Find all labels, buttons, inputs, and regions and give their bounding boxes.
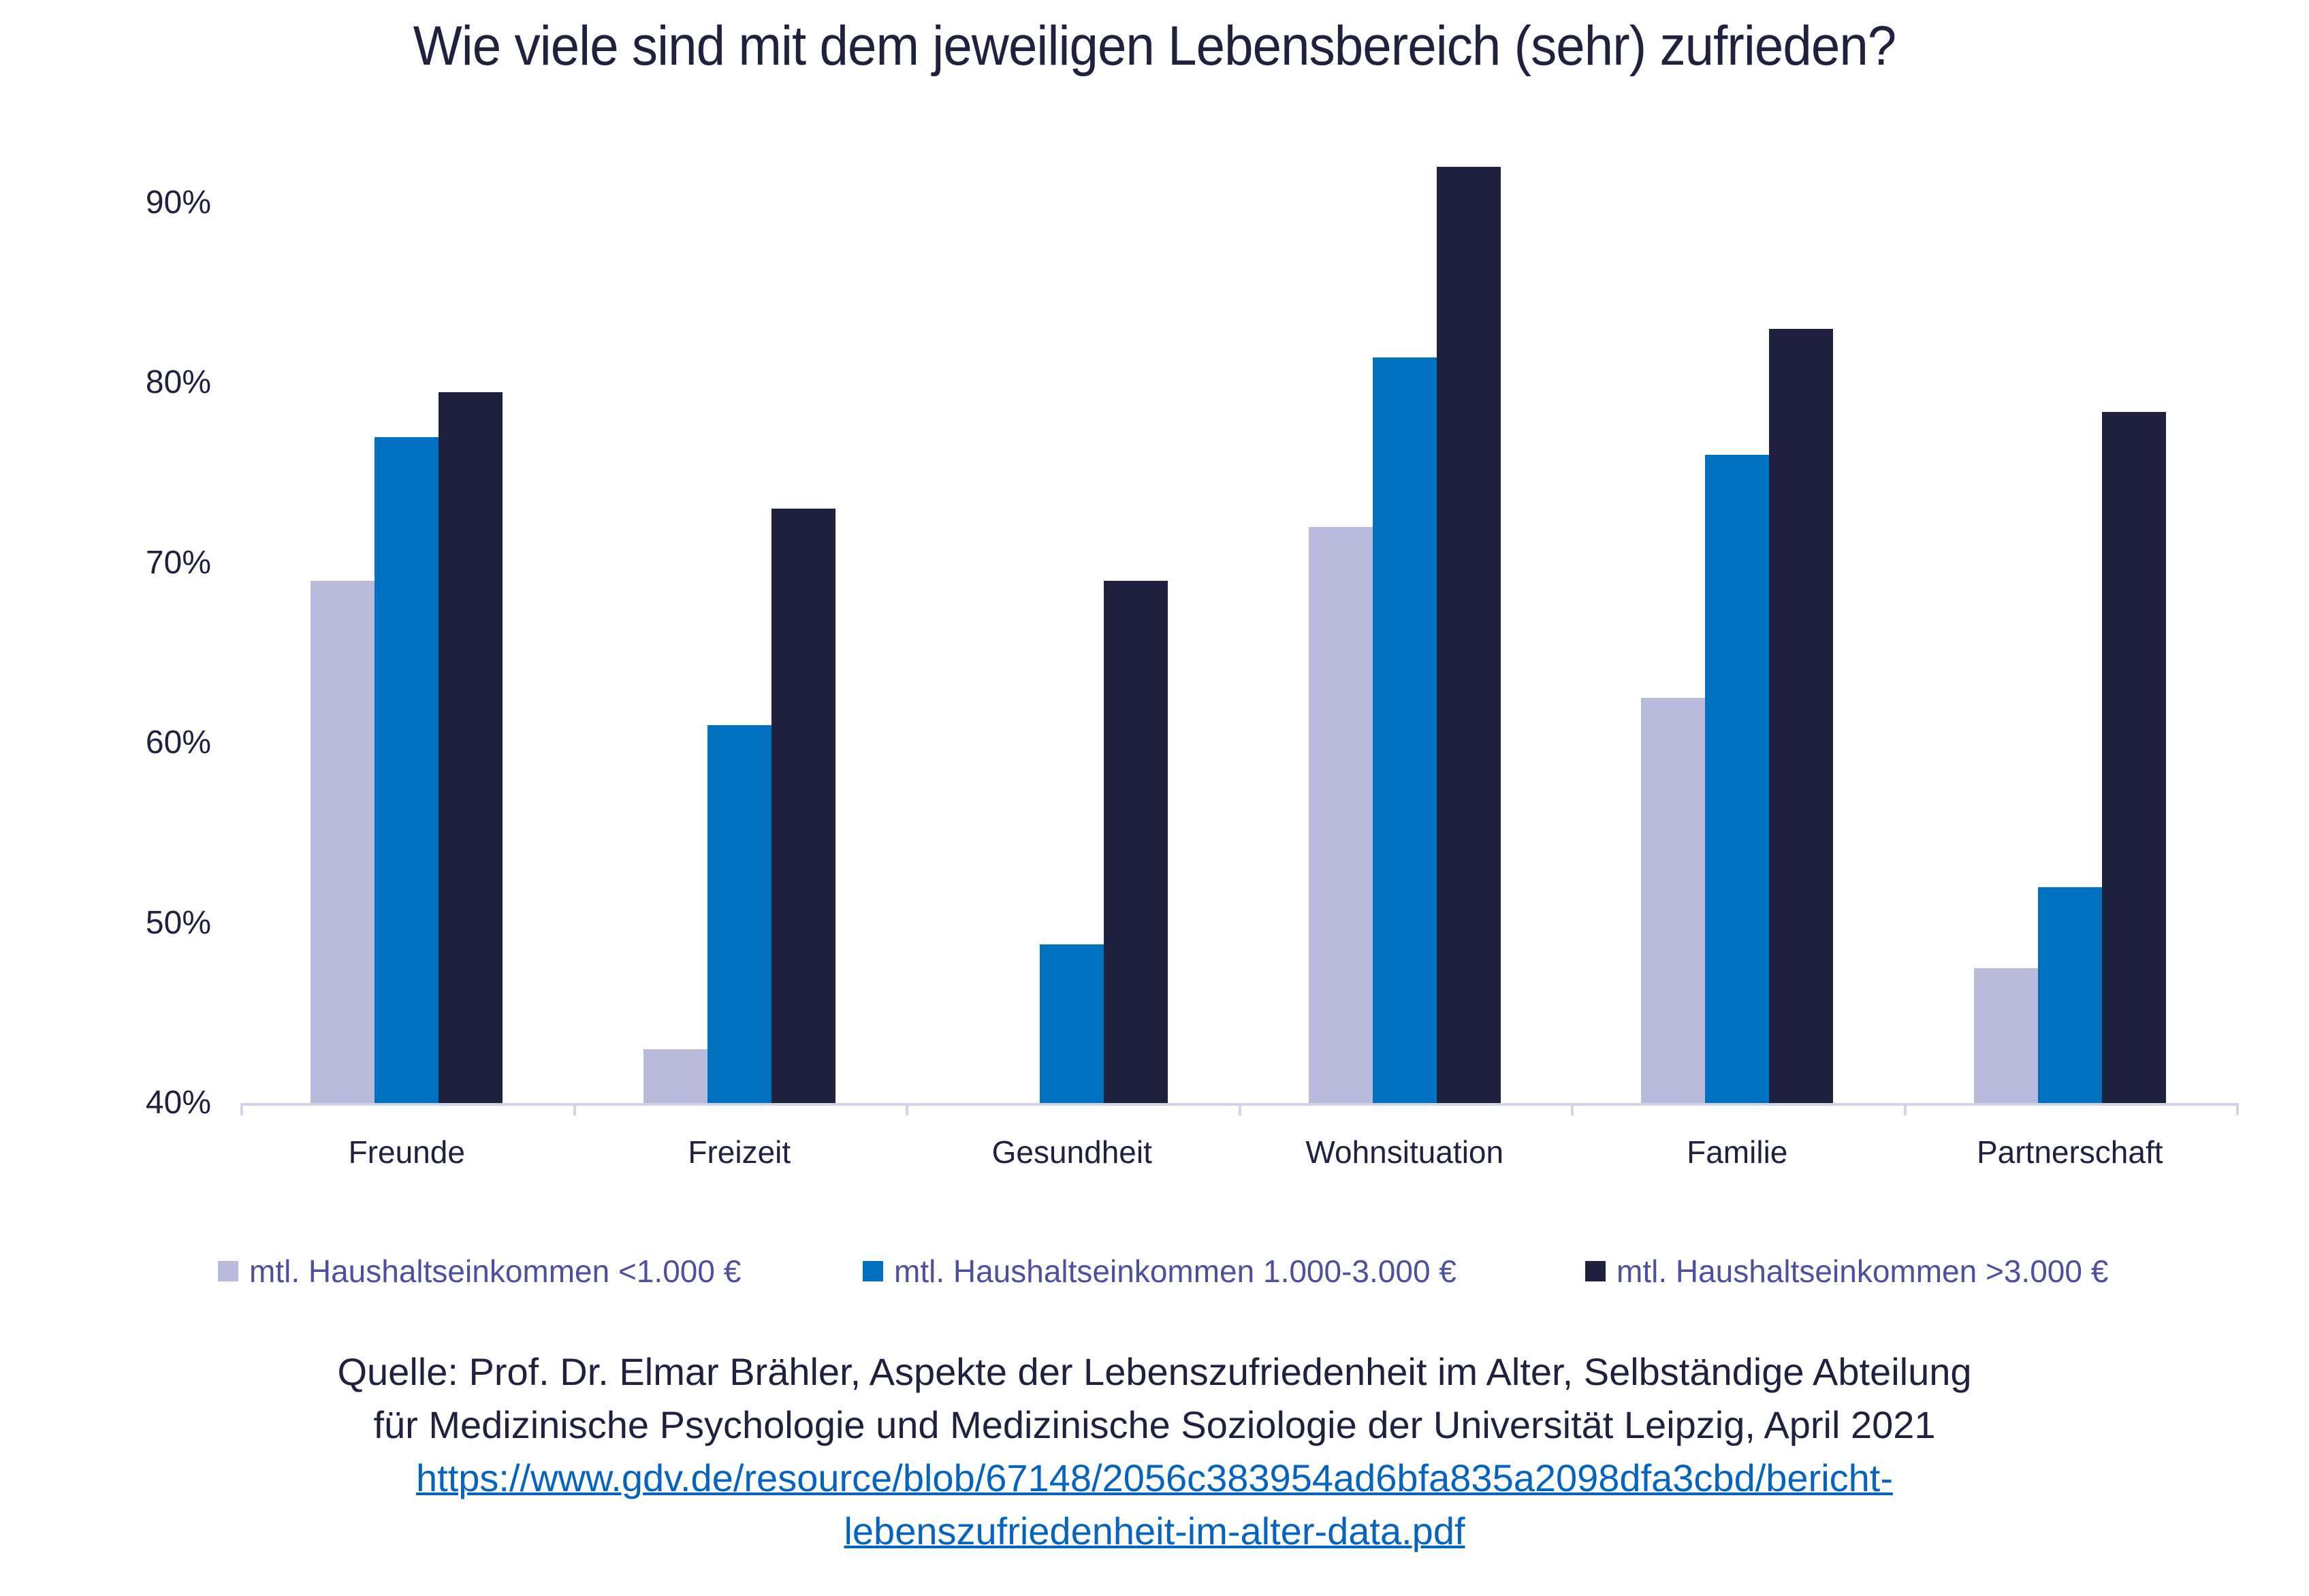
bar-freunde-series-2 xyxy=(375,436,439,1103)
bar-freizeit-series-3 xyxy=(771,509,835,1103)
x-axis-label: Partnerschaft xyxy=(1976,1134,2163,1170)
y-tick-label: 60% xyxy=(145,724,211,761)
x-axis-label: Freizeit xyxy=(688,1134,791,1170)
y-tick-label: 80% xyxy=(145,364,211,401)
x-axis-tick xyxy=(1903,1103,1907,1115)
source-citation: Quelle: Prof. Dr. Elmar Brähler, Aspekte… xyxy=(0,1345,2309,1558)
legend-swatch-icon xyxy=(863,1261,883,1281)
legend-label: mtl. Haushaltseinkommen 1.000-3.000 € xyxy=(894,1254,1456,1289)
legend-label: mtl. Haushaltseinkommen <1.000 € xyxy=(249,1254,742,1289)
x-axis-tick xyxy=(906,1103,908,1115)
bar-familie-series-3 xyxy=(1769,329,1834,1103)
bar-freizeit-series-2 xyxy=(707,724,771,1103)
source-line-1: Quelle: Prof. Dr. Elmar Brähler, Aspekte… xyxy=(337,1350,1972,1393)
x-axis-tick xyxy=(2236,1103,2239,1115)
legend-swatch-icon xyxy=(1585,1261,1606,1281)
bar-familie-series-1 xyxy=(1641,698,1706,1103)
bar-wohnsituation-series-1 xyxy=(1308,526,1373,1103)
source-link-line-2[interactable]: lebenszufriedenheit-im-alter-data.pdf xyxy=(844,1510,1465,1552)
x-axis-tick xyxy=(240,1103,243,1115)
source-line-2: für Medizinische Psychologie und Medizin… xyxy=(373,1403,1936,1446)
x-axis-tick xyxy=(1238,1103,1241,1115)
bar-partnerschaft-series-2 xyxy=(2037,887,2102,1103)
bar-partnerschaft-series-1 xyxy=(1973,968,2038,1103)
bar-freizeit-series-1 xyxy=(643,1049,707,1103)
x-axis-label: Gesundheit xyxy=(991,1134,1152,1170)
legend: mtl. Haushaltseinkommen <1.000 € mtl. Hau… xyxy=(0,1247,2309,1295)
y-tick-label: 70% xyxy=(145,544,211,581)
bar-wohnsituation-series-2 xyxy=(1372,357,1437,1103)
x-axis-tick xyxy=(1571,1103,1574,1115)
x-axis-tick xyxy=(573,1103,576,1115)
legend-swatch-icon xyxy=(218,1261,238,1281)
bar-freunde-series-1 xyxy=(310,581,375,1103)
bar-partnerschaft-series-3 xyxy=(2101,411,2166,1103)
legend-item: mtl. Haushaltseinkommen >3.000 € xyxy=(1585,1247,2108,1295)
source-link[interactable]: https://www.gdv.de/resource/blob/67148/2… xyxy=(0,1452,2309,1558)
x-axis-label: Freunde xyxy=(348,1134,465,1170)
bar-familie-series-2 xyxy=(1705,455,1770,1103)
bar-freunde-series-3 xyxy=(439,392,503,1103)
source-link-line-1[interactable]: https://www.gdv.de/resource/blob/67148/2… xyxy=(415,1456,1893,1499)
y-tick-label: 90% xyxy=(145,185,211,221)
legend-item: mtl. Haushaltseinkommen 1.000-3.000 € xyxy=(863,1247,1456,1295)
legend-item: mtl. Haushaltseinkommen <1.000 € xyxy=(218,1247,741,1295)
bar-gesundheit-series-2 xyxy=(1040,944,1104,1103)
x-axis-label: Wohnsituation xyxy=(1305,1134,1504,1170)
bar-gesundheit-series-3 xyxy=(1104,581,1168,1103)
chart-title: Wie viele sind mit dem jeweiligen Lebens… xyxy=(413,15,1897,77)
plot-area: 90% 80% 70% 60% 50% 40% Freunde Freizeit Gesund… xyxy=(145,167,2239,1170)
bar-wohnsituation-series-3 xyxy=(1436,167,1501,1103)
legend-label: mtl. Haushaltseinkommen >3.000 € xyxy=(1617,1254,2109,1289)
x-axis-label: Familie xyxy=(1687,1134,1788,1170)
y-tick-label: 50% xyxy=(145,904,211,941)
y-tick-label: 40% xyxy=(145,1085,211,1121)
